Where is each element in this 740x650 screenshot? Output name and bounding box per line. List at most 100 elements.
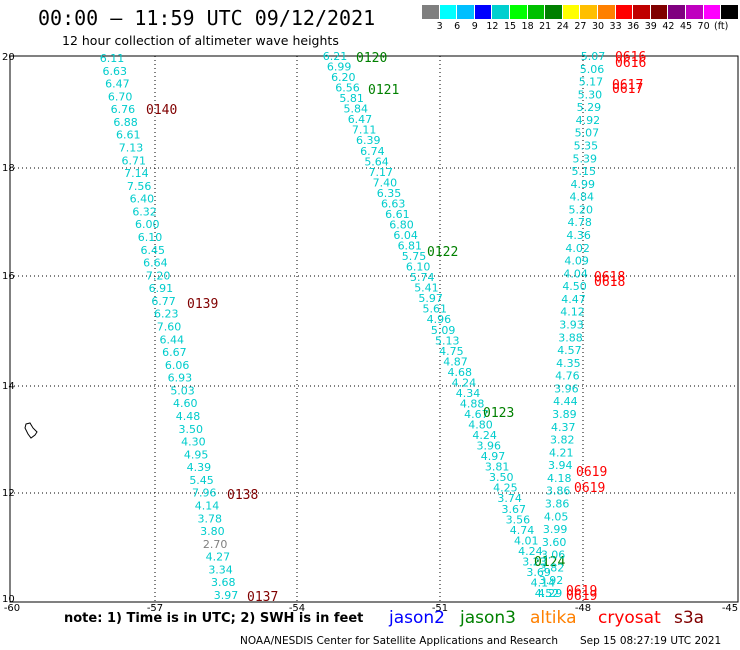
- wave-height-value: 3.69: [526, 566, 551, 579]
- wave-height-value: 6.61: [116, 129, 141, 142]
- legend-tick: 36: [627, 21, 640, 32]
- wave-height-value: 4.05: [544, 510, 569, 523]
- legend-tick: 39: [644, 21, 657, 32]
- legend-tick-labels: 3 6 9 12 15 18 21 24 27 30 33 36 39 42 45 70 (ft): [422, 19, 739, 33]
- wave-height-value: 4.39: [187, 461, 212, 474]
- pass-time-label: 0617: [612, 82, 643, 97]
- lat-label: 20: [2, 52, 15, 63]
- wave-height-value: 6.74: [360, 145, 385, 158]
- wave-height-value: 4.52: [535, 587, 560, 600]
- color-legend: 3 6 9 12 15 18 21 24 27 30 33 36 39 42 45 70 (ft): [422, 5, 739, 33]
- wave-height-value: 4.75: [439, 345, 464, 358]
- wave-height-value: 5.13: [435, 334, 460, 347]
- wave-height-value: 4.88: [460, 397, 485, 410]
- wave-height-value: 6.80: [389, 218, 414, 231]
- wave-height-value: 4.34: [456, 387, 481, 400]
- pass-time-label: 0122: [427, 245, 458, 260]
- wave-height-value: 6.23: [154, 308, 179, 321]
- legend-tick: 21: [539, 21, 552, 32]
- wave-height-value: 6.99: [327, 61, 352, 74]
- wave-height-value: 3.68: [211, 576, 236, 589]
- legend-swatch: [439, 5, 458, 19]
- wave-height-value: 4.27: [206, 551, 231, 564]
- wave-height-value: 6.44: [159, 333, 184, 346]
- pass-time-label: 0120: [356, 51, 387, 66]
- axis-labels: 20 18 16 14 12 10-60 -57 -54 -51 -48 -45: [2, 52, 738, 614]
- wave-height-value: 6.04: [393, 229, 418, 242]
- map-title: 00:00 – 11:59 UTC 09/12/2021: [38, 6, 376, 30]
- wave-height-value: 3.80: [200, 525, 225, 538]
- wave-height-value: 3.97: [214, 589, 239, 602]
- lat-label: 18: [2, 163, 15, 174]
- lon-label: -48: [575, 603, 591, 614]
- wave-height-value: 6.40: [130, 193, 155, 206]
- wave-height-value: 5.39: [573, 152, 598, 165]
- wave-height-value: 5.84: [344, 103, 369, 116]
- lon-label: -57: [147, 603, 163, 614]
- wave-height-value: 3.86: [546, 485, 571, 498]
- wave-height-value: 5.97: [418, 292, 443, 305]
- wave-height-value: 3.96: [554, 382, 579, 395]
- pass-time-label: 0616: [615, 56, 646, 71]
- wave-height-value: 6.71: [121, 154, 146, 167]
- wave-height-value: 5.20: [568, 203, 593, 216]
- wave-height-value: 7.40: [373, 176, 398, 189]
- wave-height-value: 6.61: [385, 208, 410, 221]
- wave-height-value: 6.39: [356, 134, 381, 147]
- wave-height-value: 6.67: [162, 346, 187, 359]
- pass-time-label: 0138: [227, 488, 258, 503]
- wave-height-value: 5.15: [572, 165, 597, 178]
- wave-height-value: 7.13: [119, 142, 144, 155]
- wave-height-value: 6.81: [398, 240, 423, 253]
- wave-height-value: 6.93: [168, 372, 193, 385]
- legend-tick: 30: [591, 21, 605, 32]
- wave-height-value: 4.50: [562, 280, 587, 293]
- wave-height-value: 4.29: [538, 587, 563, 600]
- legend-swatch: [650, 5, 669, 19]
- lat-label: 10: [2, 594, 15, 605]
- wave-height-value: 3.81: [485, 461, 510, 474]
- wave-height-value: 4.99: [571, 178, 596, 191]
- wave-height-value: 3.89: [552, 408, 577, 421]
- legend-color-bar: [422, 5, 739, 19]
- legend-tick: 18: [521, 21, 534, 32]
- wave-height-value: 4.12: [560, 306, 585, 319]
- wave-height-value: 4.14: [195, 500, 220, 513]
- map-frame: [9, 55, 739, 603]
- wave-height-value: 4.47: [561, 293, 586, 306]
- legend-swatch: [562, 5, 581, 19]
- track-jason3-middle: 6.216.996.206.565.815.846.477.116.396.74…: [323, 50, 566, 600]
- pass-time-label: 0619: [576, 465, 607, 480]
- pass-time-label: 0619: [566, 589, 597, 604]
- wave-height-value: 3.88: [558, 331, 583, 344]
- legend-jason3: jason3: [460, 608, 516, 628]
- wave-height-value: 6.45: [140, 244, 165, 257]
- wave-height-value: 3.50: [178, 423, 203, 436]
- legend-tick: (ft): [714, 21, 729, 32]
- map-grid: [10, 56, 738, 602]
- timestamp-text: Sep 15 08:27:19 UTC 2021: [580, 635, 722, 647]
- legend-tick: 24: [556, 21, 569, 32]
- legend-swatch: [597, 5, 616, 19]
- legend-tick: 6: [454, 21, 461, 32]
- wave-height-value: 4.80: [468, 419, 493, 432]
- wave-height-value: 7.60: [157, 321, 182, 334]
- legend-cryosat: cryosat: [598, 608, 661, 628]
- pass-time-label: 0618: [594, 270, 625, 285]
- wave-height-value: 4.96: [427, 313, 452, 326]
- legend-tick: 27: [574, 21, 587, 32]
- wave-height-value: 4.14: [531, 576, 556, 589]
- legend-tick: 70: [697, 21, 710, 32]
- wave-height-value: 4.44: [553, 395, 578, 408]
- pass-time-label: 0618: [594, 275, 625, 290]
- wave-height-value: 6.76: [111, 103, 136, 116]
- pass-time-label: 0139: [187, 297, 218, 312]
- lon-label: -45: [722, 603, 738, 614]
- wave-height-value: 6.32: [132, 205, 157, 218]
- wave-height-value: 6.47: [105, 78, 130, 91]
- wave-height-value: 5.07: [581, 50, 606, 63]
- wave-height-value: 6.64: [143, 257, 168, 270]
- wave-height-value: 7.14: [124, 167, 149, 180]
- wave-height-value: 4.57: [557, 344, 582, 357]
